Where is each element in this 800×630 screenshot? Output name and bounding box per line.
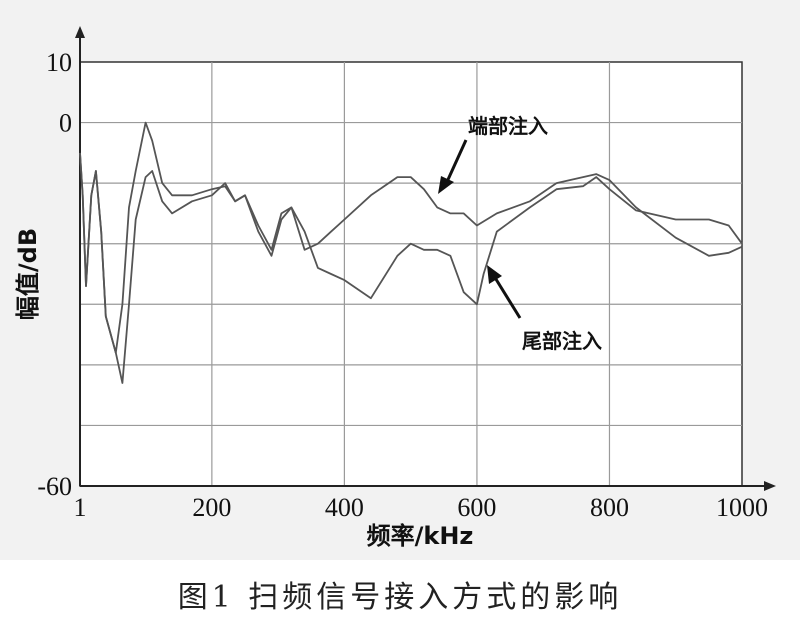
- annotation-arrowhead-weibu: [487, 265, 502, 284]
- series-layer: [79, 121, 743, 384]
- series-line-2: [79, 152, 743, 384]
- y-tick-label: -60: [37, 472, 72, 501]
- tick-labels: 1 200 400 600 800 1000 10 0 -60: [37, 48, 768, 522]
- x-tick-label: 1000: [716, 493, 768, 522]
- chart-figure: 1 200 400 600 800 1000 10 0 -60 端部注入 尾部注入 频率/kHz …: [0, 0, 800, 560]
- y-tick-label: 10: [46, 48, 72, 77]
- x-axis-arrow: [764, 481, 776, 491]
- grid: [80, 62, 742, 486]
- x-axis-label: 频率/kHz: [367, 522, 474, 550]
- y-axis-arrow: [75, 26, 85, 38]
- annotation-label-weibu: 尾部注入: [522, 329, 602, 353]
- x-tick-label: 1: [74, 493, 87, 522]
- figure-caption: 图1 扫频信号接入方式的影响: [177, 580, 623, 615]
- annotation-arrow-shaft-duanbu: [444, 139, 468, 185]
- annotation-label-duanbu: 端部注入: [468, 114, 548, 138]
- x-tick-label: 800: [590, 493, 629, 522]
- x-tick-label: 600: [457, 493, 496, 522]
- y-axis-label: 幅值/dB: [14, 228, 42, 320]
- annotation-arrow-shaft-weibu: [492, 275, 522, 319]
- x-tick-label: 200: [192, 493, 231, 522]
- axes: [75, 26, 776, 491]
- y-tick-label: 0: [59, 109, 72, 138]
- annotation-arrowhead-duanbu: [438, 176, 454, 194]
- plot-area: [79, 61, 743, 487]
- x-tick-label: 400: [325, 493, 364, 522]
